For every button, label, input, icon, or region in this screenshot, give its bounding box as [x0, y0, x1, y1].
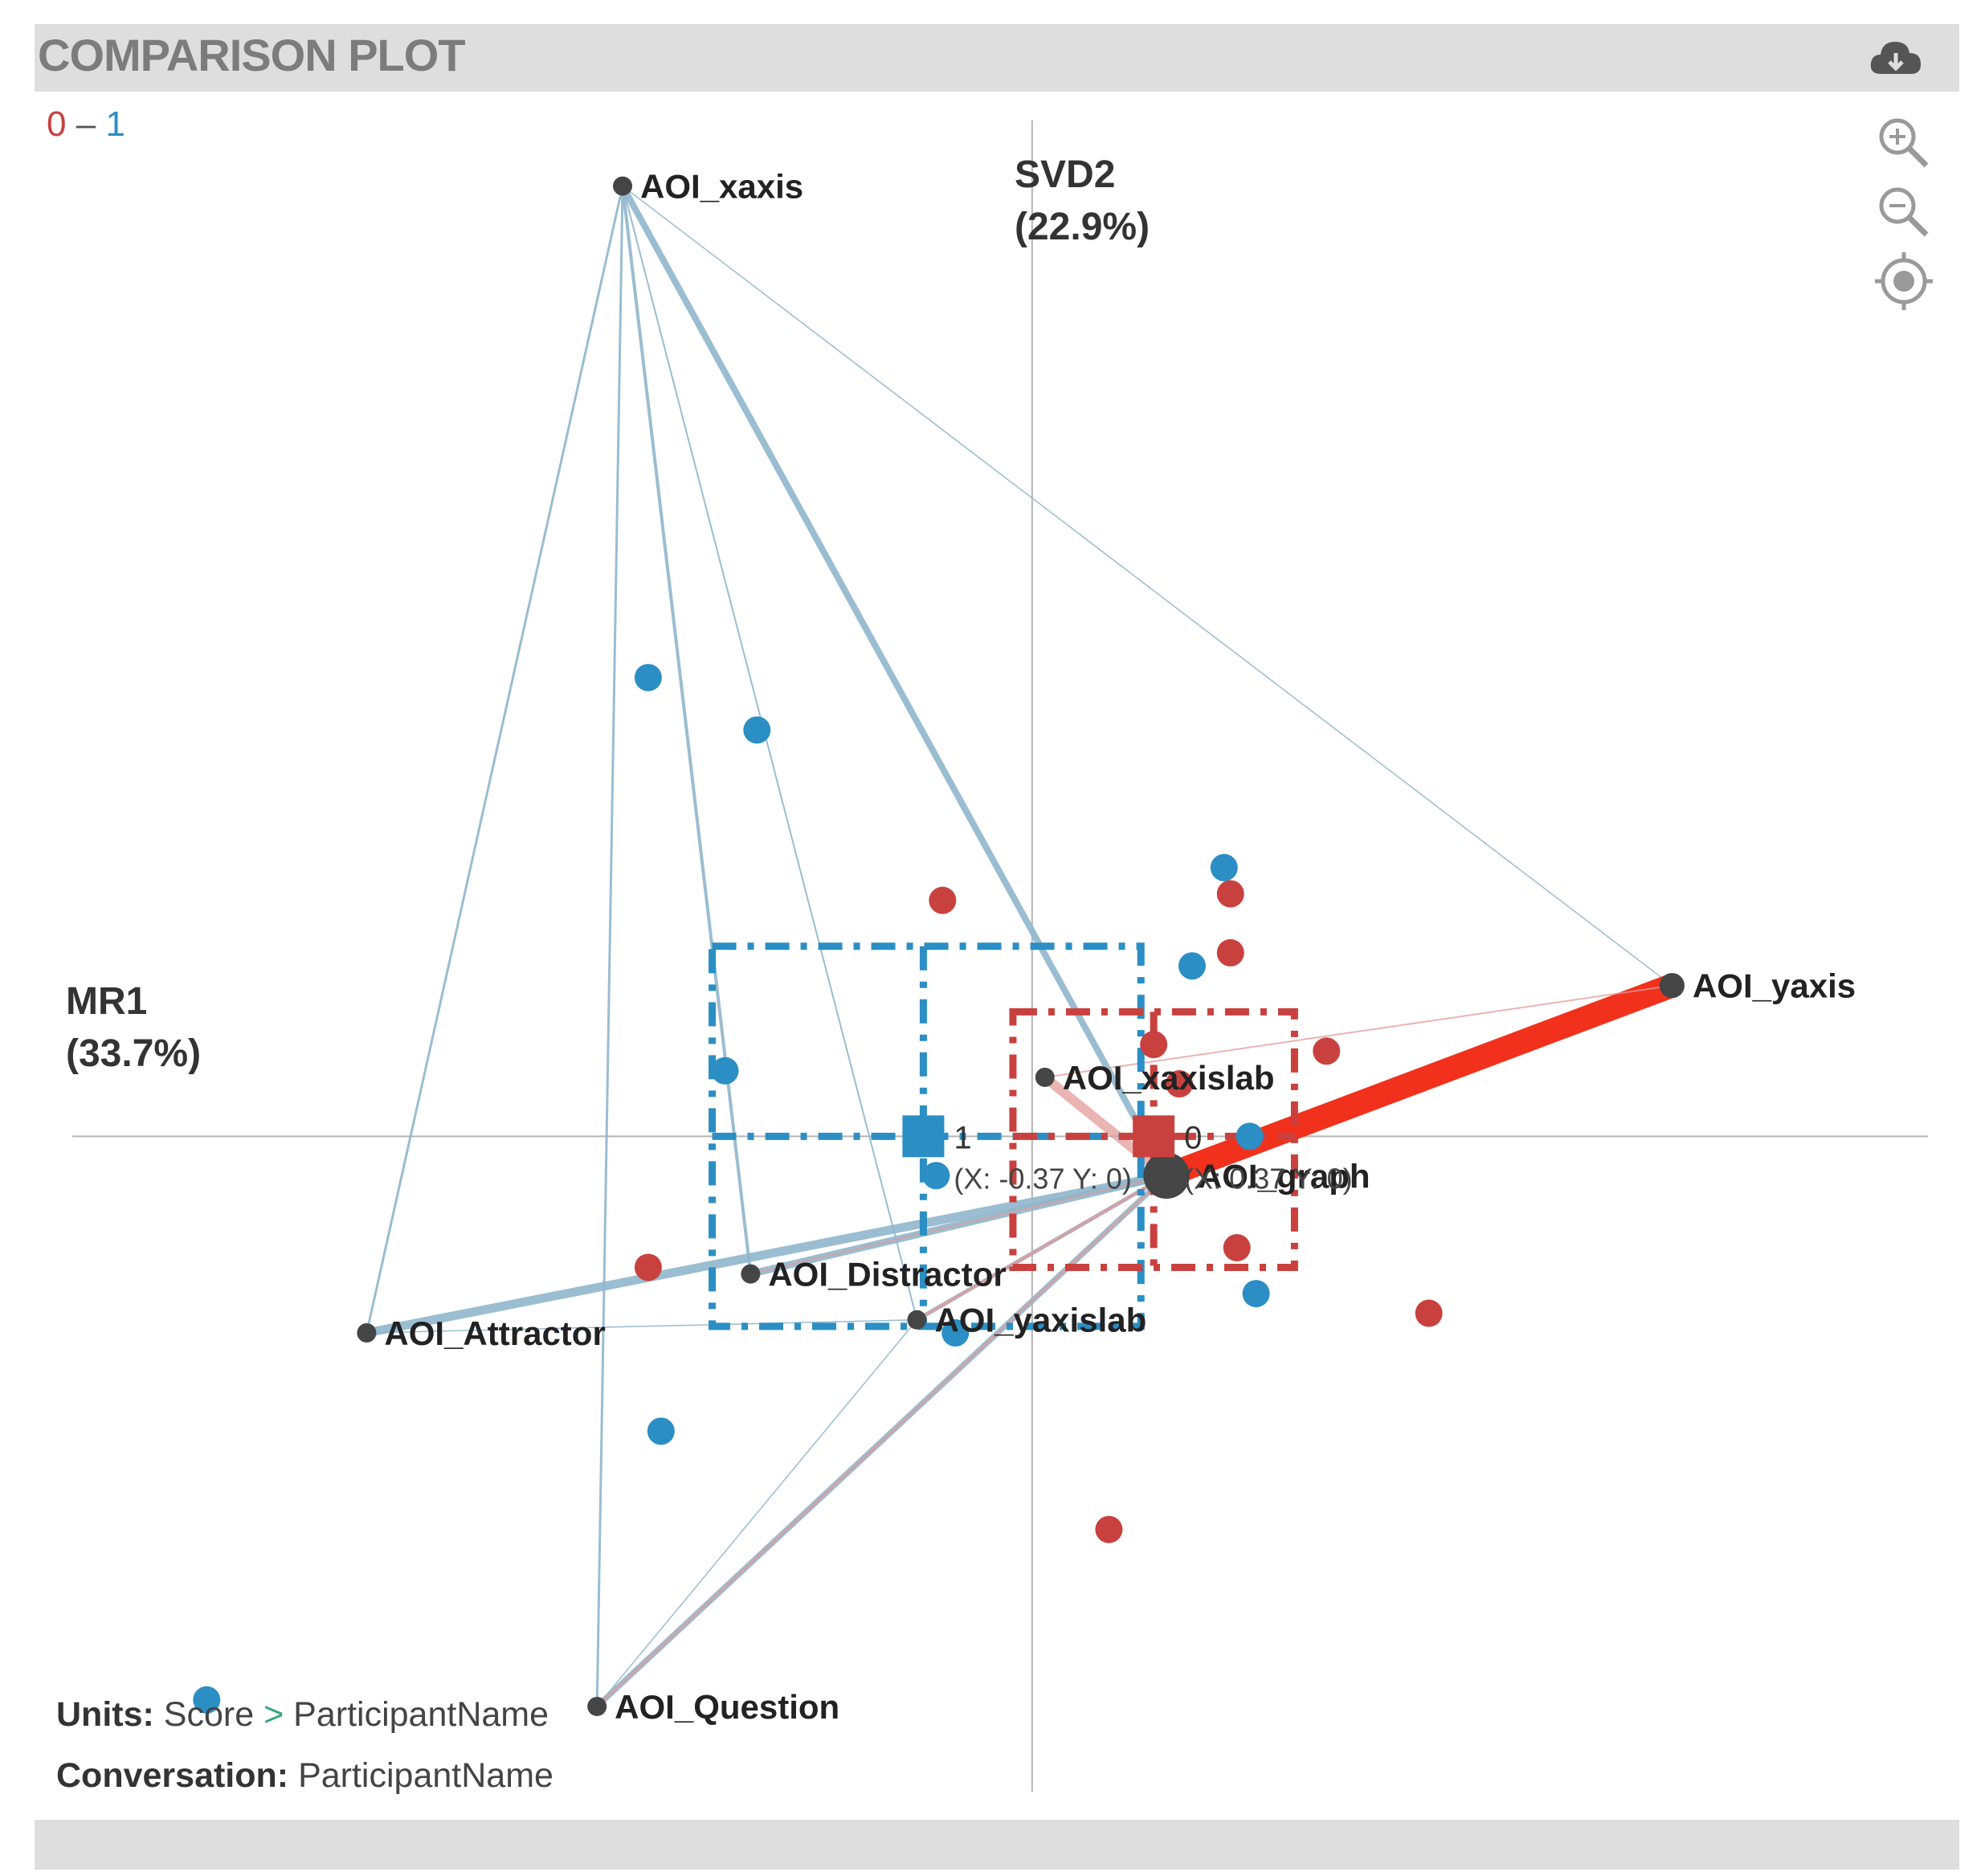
edge-group1-AOI_xaxis-AOI_Question — [595, 185, 624, 1708]
range-high: 1 — [105, 104, 125, 144]
edge-group1-AOI_xaxis-AOI_Distractor — [621, 184, 753, 1276]
point-group1[interactable] — [1178, 952, 1206, 980]
node-AOI_xaxis[interactable] — [613, 176, 633, 196]
node-AOI_graph[interactable] — [1143, 1152, 1190, 1200]
group-range-legend: 0 – 1 — [47, 104, 125, 145]
units-label: Units: — [56, 1695, 154, 1734]
zoom-in-icon[interactable] — [1873, 112, 1934, 174]
point-group0[interactable] — [1095, 1515, 1123, 1543]
zoom-out-icon[interactable] — [1873, 182, 1934, 243]
units-value-2: ParticipantName — [293, 1695, 549, 1734]
point-group0[interactable] — [1313, 1037, 1341, 1065]
node-label-AOI_yaxis: AOI_yaxis — [1693, 967, 1856, 1005]
conversation-value: ParticipantName — [298, 1756, 553, 1795]
target-icon[interactable] — [1873, 251, 1934, 312]
node-label-AOI_xaxis: AOI_xaxis — [640, 168, 803, 206]
mean-marker-group0[interactable] — [1133, 1115, 1175, 1158]
edge-group0-AOI_Distractor-AOI_graph — [749, 1175, 1168, 1275]
point-group1[interactable] — [647, 1417, 675, 1445]
conversation-label: Conversation: — [56, 1756, 289, 1795]
node-AOI_Question[interactable] — [587, 1696, 607, 1716]
point-group0[interactable] — [1140, 1031, 1168, 1059]
cloud-download-icon[interactable] — [1868, 35, 1924, 80]
node-AOI_yaxis[interactable] — [1659, 973, 1685, 999]
node-label-AOI_Question: AOI_Question — [615, 1688, 839, 1726]
units-separator: > — [263, 1695, 284, 1734]
node-AOI_xaxislab[interactable] — [1035, 1067, 1055, 1087]
node-AOI_Distractor[interactable] — [741, 1264, 761, 1284]
node-label-AOI_xaxislab: AOI_xaxislab — [1063, 1059, 1275, 1097]
conversation-info: Conversation: ParticipantName — [56, 1756, 553, 1796]
node-label-AOI_yaxislab: AOI_yaxislab — [934, 1302, 1146, 1339]
edge-group0-AOI_yaxis-AOI_xaxislab — [1044, 984, 1673, 1078]
point-group0[interactable] — [634, 1253, 662, 1281]
point-group1[interactable] — [193, 1686, 221, 1714]
point-group0[interactable] — [1223, 1233, 1251, 1261]
point-group1[interactable] — [1210, 853, 1238, 881]
point-group1[interactable] — [922, 1162, 950, 1190]
node-label-AOI_Distractor: AOI_Distractor — [768, 1256, 1006, 1294]
point-group0[interactable] — [1166, 1070, 1194, 1098]
units-info: Units: Score > ParticipantName — [56, 1695, 549, 1735]
point-group1[interactable] — [711, 1057, 739, 1085]
y-axis-percent: (22.9%) — [1015, 206, 1150, 248]
edge-group1-AOI_Attractor-AOI_graph — [361, 1171, 1171, 1338]
mean-label-group1: 1 — [954, 1120, 971, 1155]
edge-group1-AOI_Question-AOI_yaxislab — [596, 1318, 918, 1707]
node-label-AOI_Attractor: AOI_Attractor — [384, 1314, 605, 1352]
mean-coord-group0: (X: 0.37 Y: 0) — [1184, 1162, 1352, 1195]
edge-group1-AOI_xaxis-AOI_yaxis — [622, 185, 1673, 987]
point-group1[interactable] — [941, 1319, 970, 1347]
point-group0[interactable] — [929, 886, 957, 914]
point-group1[interactable] — [1242, 1280, 1270, 1308]
mean-coord-group1: (X: -0.37 Y: 0) — [954, 1162, 1131, 1195]
node-AOI_yaxislab[interactable] — [907, 1310, 927, 1330]
node-AOI_Attractor[interactable] — [357, 1323, 377, 1343]
mean-label-group0: 0 — [1184, 1120, 1202, 1155]
range-sep: – — [76, 104, 96, 144]
point-group0[interactable] — [1415, 1299, 1443, 1327]
units-value: Score — [163, 1695, 255, 1734]
edge-group1-AOI_xaxis-AOI_yaxislab — [622, 185, 918, 1321]
edge-group1-AOI_xaxis-AOI_graph — [619, 182, 1170, 1179]
plot-header: COMPARISON PLOT — [35, 24, 1959, 92]
plot-title: COMPARISON PLOT — [38, 30, 466, 80]
node-label-AOI_graph: AOI_graph — [1198, 1157, 1370, 1195]
point-group0[interactable] — [1216, 880, 1244, 908]
range-low: 0 — [47, 104, 67, 144]
mean-marker-group1[interactable] — [902, 1115, 945, 1158]
plot-footer — [35, 1820, 1959, 1870]
edge-group0-AOI_xaxislab-AOI_graph — [1039, 1072, 1172, 1181]
point-group1[interactable] — [634, 664, 662, 692]
edge-group0-AOI_yaxislab-AOI_graph — [915, 1174, 1169, 1322]
x-axis-name: MR1 — [66, 980, 147, 1023]
y-axis-name: SVD2 — [1015, 153, 1115, 196]
x-axis-percent: (33.7%) — [66, 1032, 201, 1075]
edge-group1-AOI_xaxis-AOI_Attractor — [365, 185, 624, 1334]
point-group1[interactable] — [743, 716, 771, 744]
point-group0[interactable] — [1216, 938, 1244, 967]
point-group1[interactable] — [1236, 1122, 1264, 1151]
edge-group1-AOI_Attractor-AOI_yaxislab — [366, 1318, 918, 1334]
